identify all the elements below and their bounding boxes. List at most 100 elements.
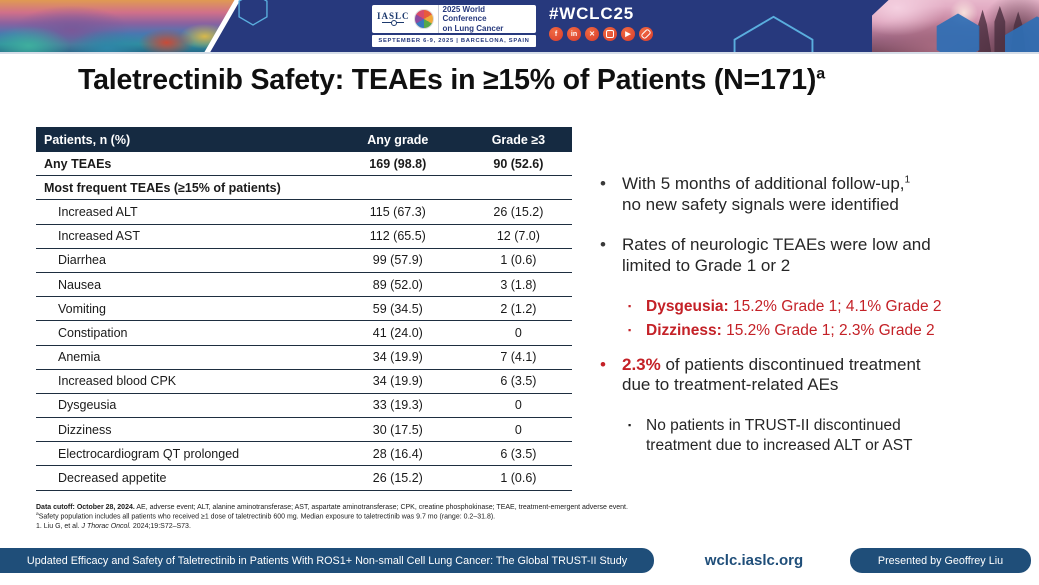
row-label-cell: Dizziness	[36, 417, 331, 443]
bullet-text: 2.3% of patients discontinued treatment …	[622, 354, 921, 395]
any-grade-cell: 115 (67.3)	[330, 199, 465, 225]
hexagon-icon	[936, 13, 980, 52]
any-grade-cell: 99 (57.9)	[330, 248, 465, 273]
teae-table-body: Any TEAEs 169 (98.8) 90 (52.6) Most frequen…	[36, 152, 572, 491]
any-grade-cell: 89 (52.0)	[330, 272, 465, 298]
link-icon	[639, 27, 653, 41]
column-header-grade-ge3: Grade ≥3	[464, 127, 572, 152]
any-grade-cell: 169 (98.8)	[330, 152, 465, 177]
bullet-item: ▪ Dizziness: 15.2% Grade 1; 2.3% Grade 2	[628, 321, 1034, 340]
table-row: Dizziness 30 (17.5) 0	[36, 417, 572, 443]
bullet-marker: ▪	[628, 325, 632, 336]
wclc-logo-group: IASLC 2025 World Conference on Lung Canc…	[372, 5, 536, 47]
youtube-icon: ▶	[621, 27, 635, 41]
table-row: Nausea 89 (52.0) 3 (1.8)	[36, 272, 572, 298]
conference-date-location: SEPTEMBER 6-9, 2025 | BARCELONA, SPAIN	[372, 35, 536, 47]
bullet-text: Dysgeusia: 15.2% Grade 1; 4.1% Grade 2	[646, 297, 942, 315]
column-header-patients: Patients, n (%)	[36, 127, 331, 152]
table-row: Increased blood CPK 34 (19.9) 6 (3.5)	[36, 369, 572, 394]
hashtag-group: #WCLC25 f in ✕ ▶	[549, 5, 653, 41]
iaslc-logo-rule	[382, 19, 405, 27]
iaslc-wclc-logo: IASLC 2025 World Conference on Lung Canc…	[372, 5, 536, 33]
bullet-text: No patients in TRUST-II discontinued tre…	[646, 417, 913, 454]
row-label-cell: Increased ALT	[36, 199, 331, 225]
row-label-cell: Vomiting	[36, 296, 331, 322]
instagram-icon	[603, 27, 617, 41]
footer-study-title: Updated Efficacy and Safety of Taletrect…	[0, 548, 654, 573]
grade-ge3-cell: 3 (1.8)	[464, 272, 572, 298]
grade-ge3-cell: 6 (3.5)	[464, 441, 572, 467]
table-row: Anemia 34 (19.9) 7 (4.1)	[36, 345, 572, 370]
row-label-cell: Dysgeusia	[36, 393, 331, 419]
footnote-line: Data cutoff: October 28, 2024. AE, adver…	[36, 504, 628, 511]
footer-website-link[interactable]: wclc.iaslc.org	[704, 552, 804, 569]
bullet-item: ▪ Dysgeusia: 15.2% Grade 1; 4.1% Grade 2	[628, 297, 1034, 316]
iaslc-wordmark: IASLC	[377, 10, 410, 21]
title-footnote-marker: a	[816, 65, 825, 83]
hexagon-outline-icon	[733, 15, 814, 52]
bullet-item: ▪ No patients in TRUST-II discontinued tr…	[628, 416, 1034, 455]
teae-table: Patients, n (%) Any grade Grade ≥3 Any T…	[36, 127, 572, 491]
grade-ge3-cell: 1 (0.6)	[464, 248, 572, 273]
any-grade-cell: 41 (24.0)	[330, 320, 465, 346]
iaslc-logo: IASLC	[377, 10, 410, 27]
table-row: Increased AST 112 (65.5) 12 (7.0)	[36, 224, 572, 249]
bullet-marker: ▪	[628, 420, 632, 431]
bullet-item: • Rates of neurologic TEAEs were low and …	[598, 235, 1034, 276]
facebook-icon: f	[549, 27, 563, 41]
bullet-text: Dizziness: 15.2% Grade 1; 2.3% Grade 2	[646, 322, 935, 340]
bullet-marker: •	[600, 174, 606, 193]
row-label-cell: Increased blood CPK	[36, 369, 331, 394]
conference-banner: IASLC 2025 World Conference on Lung Canc…	[0, 0, 1039, 54]
grade-ge3-cell: 90 (52.6)	[464, 152, 572, 177]
table-row: Increased ALT 115 (67.3) 26 (15.2)	[36, 199, 572, 225]
bullet-text: Rates of neurologic TEAEs were low and l…	[622, 235, 931, 276]
page-title: Taletrectinib Safety: TEAEs in ≥15% of P…	[78, 64, 825, 97]
row-label-cell: Any TEAEs	[36, 152, 331, 177]
row-label-cell: Electrocardiogram QT prolonged	[36, 441, 331, 467]
any-grade-cell: 28 (16.4)	[330, 441, 465, 467]
table-row: Decreased appetite 26 (15.2) 1 (0.6)	[36, 465, 572, 491]
conference-name: 2025 World Conference on Lung Cancer	[437, 5, 531, 33]
any-grade-cell: 30 (17.5)	[330, 417, 465, 443]
grade-ge3-cell: 12 (7.0)	[464, 224, 572, 249]
row-label-cell: Decreased appetite	[36, 465, 331, 491]
any-grade-cell: 34 (19.9)	[330, 345, 465, 370]
row-label-cell: Constipation	[36, 320, 331, 346]
footnote-line: aSafety population includes all patients…	[36, 512, 496, 521]
grade-ge3-cell: 0	[464, 393, 572, 419]
grade-ge3-cell: 2 (1.2)	[464, 296, 572, 322]
footnotes: Data cutoff: October 28, 2024. AE, adver…	[36, 503, 1026, 531]
conference-hashtag: #WCLC25	[549, 4, 634, 23]
any-grade-cell: 33 (19.3)	[330, 393, 465, 419]
bullet-marker: ▪	[628, 300, 632, 311]
any-grade-cell: 59 (34.5)	[330, 296, 465, 322]
grade-ge3-cell: 6 (3.5)	[464, 369, 572, 394]
bullet-list: • With 5 months of additional follow-up,1…	[598, 174, 1034, 455]
row-label-cell: Anemia	[36, 345, 331, 370]
column-header-any-grade: Any grade	[330, 127, 465, 152]
row-label-cell: Nausea	[36, 272, 331, 298]
grade-ge3-cell: 26 (15.2)	[464, 199, 572, 225]
grade-ge3-cell: 0	[464, 417, 572, 443]
section-header-cell: Most frequent TEAEs (≥15% of patients)	[36, 175, 572, 201]
page-title-text: Taletrectinib Safety: TEAEs in ≥15% of P…	[78, 64, 817, 96]
table-row: Most frequent TEAEs (≥15% of patients)	[36, 175, 572, 201]
bullet-item: • With 5 months of additional follow-up,1…	[598, 174, 1034, 215]
footer-presenter-badge: Presented by Geoffrey Liu	[850, 548, 1031, 573]
bullet-item: • 2.3% of patients discontinued treatment…	[598, 355, 1034, 396]
row-label-cell: Diarrhea	[36, 248, 331, 273]
row-label-cell: Increased AST	[36, 224, 331, 249]
table-row: Vomiting 59 (34.5) 2 (1.2)	[36, 296, 572, 322]
table-row: Constipation 41 (24.0) 0	[36, 320, 572, 346]
any-grade-cell: 112 (65.5)	[330, 224, 465, 249]
bullet-marker: •	[600, 354, 606, 374]
table-row: Electrocardiogram QT prolonged 28 (16.4) 6…	[36, 441, 572, 467]
bullet-text: With 5 months of additional follow-up,1 …	[622, 174, 911, 214]
hexagon-outline-icon	[238, 0, 268, 26]
any-grade-cell: 34 (19.9)	[330, 369, 465, 394]
x-icon: ✕	[585, 27, 599, 41]
wclc-emblem-icon	[413, 9, 434, 29]
table-row: Diarrhea 99 (57.9) 1 (0.6)	[36, 248, 572, 273]
